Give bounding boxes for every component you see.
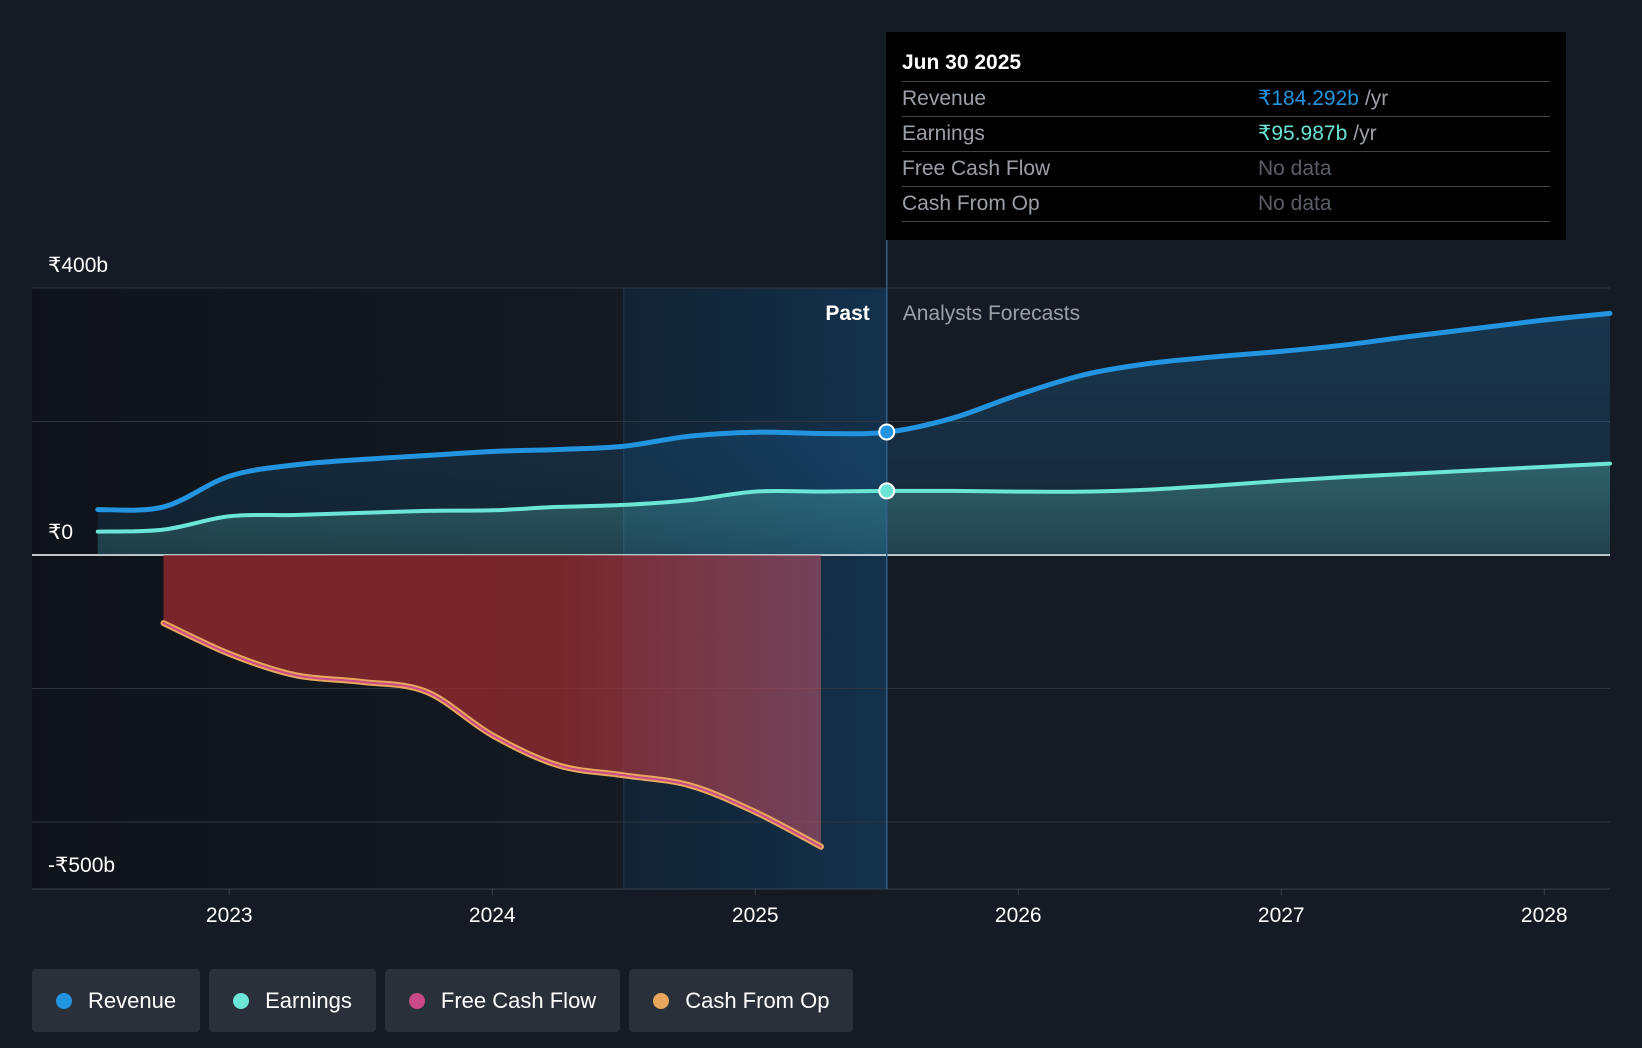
x-tick-label: 2023: [206, 904, 253, 927]
earnings-area: [97, 463, 1610, 555]
y-label-bottom: -₹500b: [48, 854, 115, 877]
legend: Revenue Earnings Free Cash Flow Cash Fro…: [32, 969, 854, 1032]
earnings-marker: [878, 482, 896, 500]
tooltip-unit: /yr: [1364, 87, 1389, 110]
revenue-line: [95, 310, 1613, 513]
x-tick-label: 2024: [469, 904, 516, 927]
y-label-top: ₹400b: [48, 254, 108, 277]
legend-item-earnings[interactable]: Earnings: [209, 969, 376, 1032]
tooltip-value: ₹95.987b: [1258, 122, 1348, 145]
chart: ₹400b ₹0 -₹500b 2023 2024 2025 2026 2027 2028 Pas…: [32, 240, 1613, 927]
cash-flow-area: [163, 555, 821, 847]
earnings-line: [95, 461, 1612, 534]
past-label: Past: [825, 302, 869, 325]
revenue-dot-icon: [56, 992, 72, 1009]
tooltip-value: No data: [1258, 192, 1332, 215]
revenue-marker: [878, 423, 896, 441]
legend-label: Earnings: [265, 987, 352, 1013]
tooltip-label: Cash From Op: [902, 192, 1040, 215]
tooltip: Jun 30 2025 Revenue ₹184.292b /yr Earnin…: [886, 32, 1566, 240]
forecast-label: Analysts Forecasts: [903, 302, 1080, 325]
tooltip-unit: /yr: [1353, 122, 1377, 145]
x-tick-label: 2028: [1521, 904, 1568, 927]
earnings-dot-icon: [233, 992, 250, 1009]
cash-from-op-dot-icon: [653, 992, 670, 1009]
legend-label: Free Cash Flow: [440, 987, 597, 1013]
legend-label: Revenue: [88, 987, 177, 1013]
tooltip-row-cash-from-op: Cash From Op No data: [902, 187, 1550, 222]
legend-item-cash-from-op[interactable]: Cash From Op: [629, 969, 854, 1032]
free-cash-flow-dot-icon: [408, 992, 425, 1009]
legend-item-free-cash-flow[interactable]: Free Cash Flow: [384, 969, 621, 1032]
x-tick-label: 2026: [995, 904, 1042, 927]
tooltip-row-free-cash-flow: Free Cash Flow No data: [902, 152, 1550, 187]
legend-label: Cash From Op: [685, 987, 830, 1013]
tooltip-value: No data: [1258, 157, 1332, 180]
tooltip-value: ₹184.292b: [1258, 87, 1359, 110]
tooltip-row-earnings: Earnings ₹95.987b /yr: [902, 117, 1550, 152]
legend-item-revenue[interactable]: Revenue: [32, 969, 201, 1032]
x-tick-label: 2027: [1258, 904, 1305, 927]
x-tick-label: 2025: [732, 904, 779, 927]
tooltip-label: Earnings: [902, 122, 985, 145]
tooltip-label: Free Cash Flow: [902, 157, 1051, 180]
tooltip-date: Jun 30 2025: [902, 46, 1550, 82]
tooltip-row-revenue: Revenue ₹184.292b /yr: [902, 82, 1550, 117]
y-label-zero: ₹0: [48, 521, 73, 544]
tooltip-label: Revenue: [902, 87, 987, 110]
free-cash-flow-line: [162, 622, 822, 848]
